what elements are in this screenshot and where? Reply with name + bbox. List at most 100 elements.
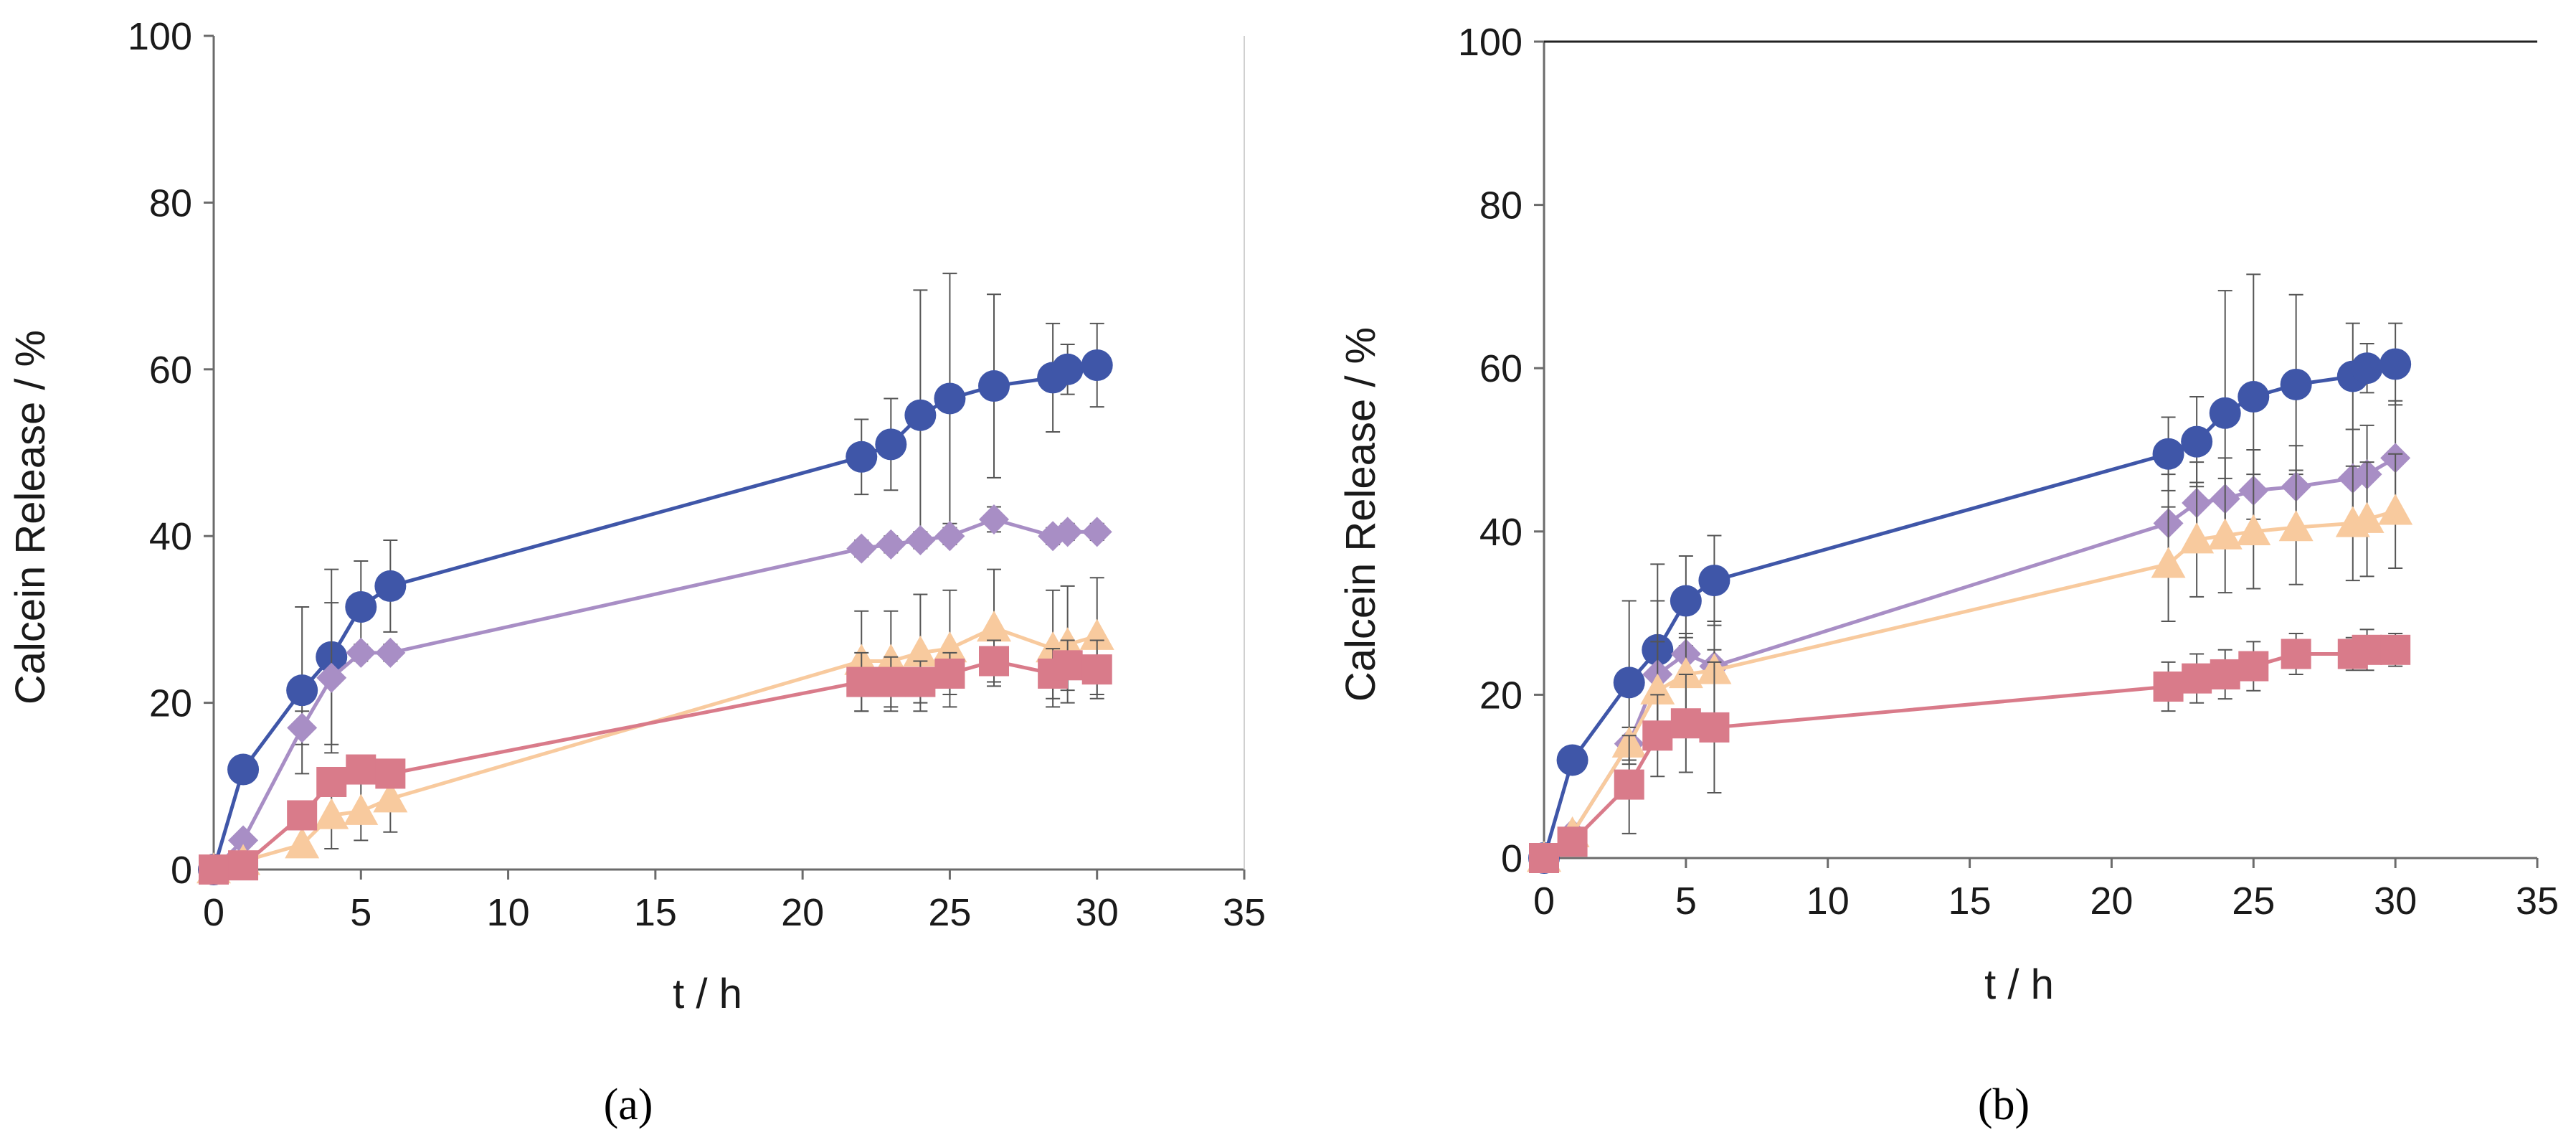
data-point bbox=[1699, 712, 1730, 743]
y-axis-label: Calcein Release / % bbox=[1337, 327, 1384, 702]
chart-panel-a: 0 5 10 15 20 25 30 35 0 20 40 60 80 100 t / h Calcein R… bbox=[7, 15, 1266, 1129]
data-point bbox=[934, 382, 966, 415]
y-axis-label: Calcein Release / % bbox=[7, 330, 54, 705]
data-point bbox=[875, 428, 907, 461]
data-point bbox=[977, 611, 1012, 642]
y-tick-label: 80 bbox=[1479, 184, 1523, 227]
data-point bbox=[846, 441, 878, 473]
data-point bbox=[2207, 518, 2243, 550]
data-point bbox=[285, 827, 320, 859]
data-point bbox=[978, 370, 1010, 402]
x-axis-label: t / h bbox=[673, 971, 742, 1017]
panel-label: (b) bbox=[1978, 1080, 2030, 1129]
series-circle bbox=[1528, 273, 2412, 874]
x-tick-label: 15 bbox=[634, 891, 677, 934]
x-tick-label: 35 bbox=[2516, 880, 2559, 923]
data-point bbox=[846, 533, 877, 564]
data-point bbox=[346, 637, 377, 668]
series-square bbox=[1529, 628, 2411, 873]
x-tick-label: 30 bbox=[1076, 891, 1119, 934]
y-tick-label: 0 bbox=[1501, 837, 1523, 880]
y-tick-label: 100 bbox=[128, 15, 192, 58]
x-tick-label: 30 bbox=[2374, 880, 2417, 923]
data-point bbox=[228, 825, 259, 856]
data-point bbox=[876, 529, 906, 560]
data-point bbox=[2182, 663, 2212, 694]
data-point bbox=[932, 631, 967, 663]
data-point bbox=[905, 666, 936, 697]
data-point bbox=[1556, 744, 1588, 776]
panel-label: (a) bbox=[604, 1080, 653, 1129]
y-tick-label: 20 bbox=[1479, 674, 1523, 717]
data-point bbox=[2179, 522, 2215, 554]
data-point bbox=[286, 674, 318, 707]
series-circle bbox=[198, 273, 1113, 885]
data-point bbox=[876, 666, 906, 697]
data-point bbox=[287, 800, 318, 831]
data-point bbox=[375, 637, 406, 668]
data-point bbox=[316, 766, 347, 797]
data-point bbox=[2236, 514, 2271, 545]
x-tick-label: 20 bbox=[2090, 880, 2133, 923]
data-point bbox=[2351, 352, 2383, 385]
data-point bbox=[228, 850, 259, 881]
data-point bbox=[374, 570, 407, 602]
data-point bbox=[934, 521, 965, 552]
data-point bbox=[1081, 654, 1112, 685]
data-point bbox=[2238, 651, 2269, 682]
x-tick-label: 10 bbox=[1806, 880, 1850, 923]
data-point bbox=[1642, 720, 1673, 751]
data-point bbox=[2280, 368, 2312, 400]
data-point bbox=[1557, 826, 1588, 857]
data-point bbox=[1614, 769, 1644, 800]
data-point bbox=[903, 635, 938, 667]
data-point bbox=[1051, 353, 1084, 385]
data-point bbox=[314, 798, 349, 829]
y-tick-label: 20 bbox=[149, 682, 192, 725]
data-point bbox=[287, 712, 318, 743]
data-point bbox=[1613, 666, 1645, 699]
x-tick-label: 0 bbox=[203, 891, 224, 934]
x-tick-label: 35 bbox=[1223, 891, 1266, 934]
x-tick-label: 25 bbox=[2232, 880, 2275, 923]
series-line bbox=[212, 517, 1097, 871]
data-point bbox=[1670, 708, 1701, 739]
y-tick-label: 40 bbox=[149, 515, 192, 558]
data-point bbox=[346, 754, 377, 785]
data-point bbox=[979, 504, 1010, 534]
data-point bbox=[199, 854, 229, 885]
data-point bbox=[344, 793, 379, 825]
data-point bbox=[2181, 425, 2213, 458]
data-point bbox=[2352, 634, 2382, 665]
x-axis-label: t / h bbox=[1984, 961, 2054, 1008]
data-point bbox=[2380, 348, 2412, 380]
data-point bbox=[2349, 501, 2385, 533]
data-point bbox=[1052, 650, 1083, 681]
data-point bbox=[905, 525, 936, 556]
x-tick-label: 20 bbox=[781, 891, 824, 934]
data-point bbox=[1052, 517, 1083, 547]
series-diamond bbox=[199, 504, 1112, 885]
data-point bbox=[316, 662, 347, 693]
data-point bbox=[2278, 510, 2314, 542]
chart-panel-b: 0 5 10 15 20 25 30 35 0 20 40 60 80 100 t / h Calcein R… bbox=[1337, 21, 2559, 1129]
data-point bbox=[2151, 547, 2186, 578]
data-point bbox=[373, 781, 408, 813]
x-tick-label: 25 bbox=[928, 891, 971, 934]
data-point bbox=[1698, 565, 1730, 597]
data-point bbox=[1081, 349, 1113, 381]
data-point bbox=[846, 666, 877, 697]
y-tick-label: 100 bbox=[1458, 21, 1523, 64]
data-point bbox=[1081, 517, 1112, 547]
data-point bbox=[979, 646, 1010, 677]
data-point bbox=[2152, 438, 2184, 470]
data-point bbox=[1670, 585, 1702, 617]
x-tick-label: 5 bbox=[350, 891, 371, 934]
data-point bbox=[2380, 634, 2411, 665]
data-point bbox=[1079, 618, 1114, 650]
y-tick-label: 40 bbox=[1479, 511, 1523, 554]
x-tick-label: 5 bbox=[1675, 880, 1697, 923]
x-tick-label: 10 bbox=[487, 891, 530, 934]
data-point bbox=[227, 753, 260, 786]
